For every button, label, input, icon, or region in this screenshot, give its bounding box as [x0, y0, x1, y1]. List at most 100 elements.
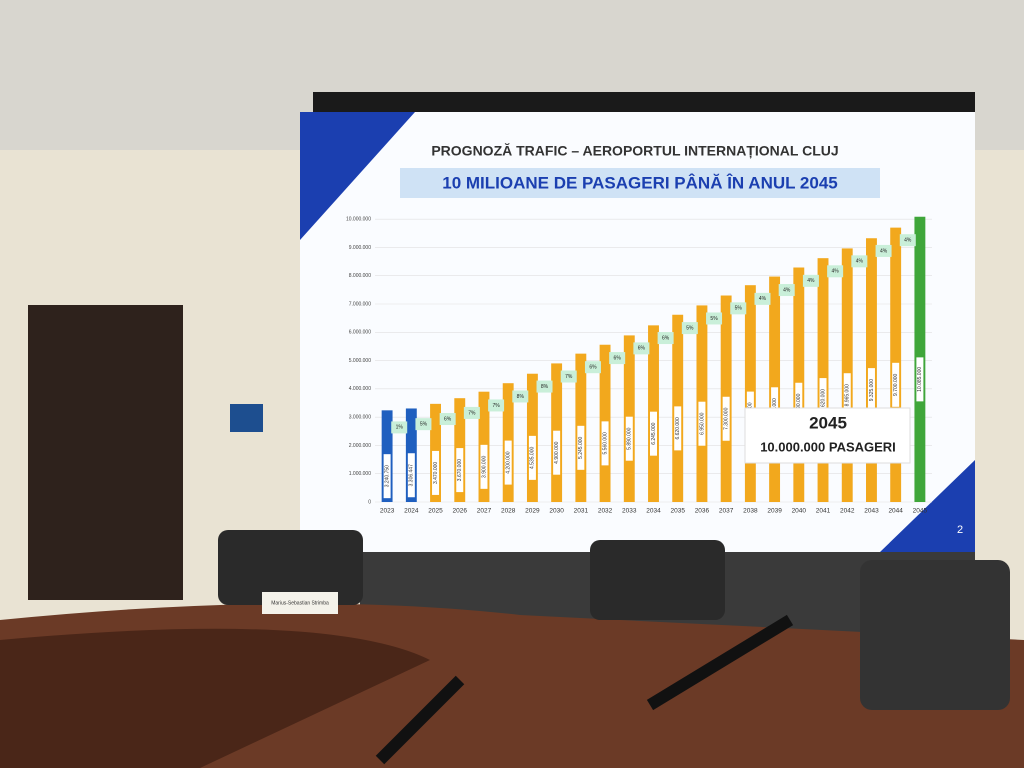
- nameplate: [262, 592, 338, 614]
- growth-label-box: [439, 413, 456, 426]
- y-tick-label: 0: [368, 499, 371, 505]
- growth-label-box: [730, 302, 747, 315]
- x-tick-label: 2026: [453, 508, 468, 515]
- x-tick-label: 2040: [792, 508, 807, 515]
- value-label-box: [674, 406, 682, 451]
- slide-corner: [880, 460, 975, 552]
- value-label-box: [843, 373, 851, 418]
- value-label: 4.200.000: [506, 451, 512, 473]
- plot: 0 1.000.000 2.000.000 3.000.000 4.000.000 5.0…: [346, 216, 932, 515]
- y-tick-label: 7.000.000: [349, 301, 371, 307]
- growth-label: 7%: [468, 410, 476, 416]
- value-label-box: [819, 378, 827, 423]
- x-tick-label: 2028: [501, 508, 516, 515]
- value-label-box: [916, 357, 924, 402]
- growth-label: 4%: [904, 238, 912, 244]
- growth-label: 4%: [856, 259, 864, 265]
- growth-label: 4%: [783, 287, 791, 293]
- value-label-box: [407, 453, 415, 498]
- value-label-box: [432, 450, 440, 495]
- chair: [860, 560, 1010, 710]
- growth-label: 4%: [832, 269, 840, 275]
- value-label-box: [480, 444, 488, 489]
- growth-label: 5%: [735, 306, 743, 312]
- growth-label-box: [609, 352, 626, 365]
- subtitle-band: [400, 168, 880, 198]
- value-label: 8.620.000: [820, 389, 826, 411]
- x-tick-label: 2029: [525, 508, 540, 515]
- y-tick-label: 5.000.000: [349, 358, 371, 364]
- value-label: 3.306.447: [409, 464, 415, 486]
- value-label: 6.950.000: [699, 412, 705, 434]
- x-tick-label: 2032: [598, 508, 613, 515]
- callout-year: 2045: [809, 413, 847, 432]
- chart-title: PROGNOZĂ TRAFIC – AEROPORTUL INTERNAȚION…: [431, 143, 838, 159]
- value-label: 6.620.000: [675, 417, 681, 439]
- growth-label: 6%: [614, 355, 622, 361]
- x-tick-label: 2045: [913, 508, 928, 515]
- x-tick-label: 2039: [767, 508, 782, 515]
- value-label-box: [553, 430, 561, 475]
- growth-label-box: [657, 332, 674, 345]
- value-label: 3.900.000: [481, 456, 487, 478]
- y-tick-label: 8.000.000: [349, 273, 371, 279]
- x-tick-label: 2023: [380, 508, 395, 515]
- growth-label-box: [488, 399, 505, 412]
- growth-label: 6%: [589, 365, 597, 371]
- growth-label-box: [391, 421, 408, 434]
- growth-label: 7%: [492, 403, 500, 409]
- value-label: 5.560.000: [602, 432, 608, 454]
- x-tick-label: 2036: [695, 508, 710, 515]
- growth-label-box: [560, 370, 577, 383]
- value-label-box: [528, 435, 536, 480]
- value-label: 7.300.000: [723, 407, 729, 429]
- x-tick-label: 2043: [864, 508, 879, 515]
- value-label-box: [698, 401, 706, 446]
- value-label: 3.670.000: [457, 459, 463, 481]
- growth-label: 1%: [396, 425, 404, 431]
- value-label: 9.325.000: [869, 379, 875, 401]
- value-label: 5.890.000: [627, 427, 633, 449]
- growth-label-box: [681, 322, 698, 335]
- callout-text: 10.000.000 PASAGERI: [760, 439, 896, 454]
- growth-label-box: [633, 342, 650, 355]
- x-tick-label: 2041: [816, 508, 831, 515]
- value-label: 3.470.000: [433, 462, 439, 484]
- x-tick-label: 2035: [670, 508, 685, 515]
- x-tick-label: 2044: [888, 508, 903, 515]
- x-tick-label: 2033: [622, 508, 637, 515]
- value-label-box: [456, 448, 464, 493]
- growth-label-box: [827, 265, 844, 278]
- value-label-box: [722, 396, 730, 441]
- growth-label-box: [512, 390, 529, 403]
- growth-label-box: [536, 380, 553, 393]
- growth-label: 6%: [638, 346, 646, 352]
- growth-label-box: [754, 292, 771, 305]
- growth-label-box: [851, 255, 868, 268]
- value-label: 4.535.000: [530, 447, 536, 469]
- growth-label-box: [875, 244, 892, 257]
- y-tick-label: 2.000.000: [349, 443, 371, 449]
- page-number: 2: [957, 524, 963, 536]
- x-tick-label: 2025: [428, 508, 443, 515]
- growth-label: 5%: [710, 316, 718, 322]
- growth-label: 4%: [880, 248, 888, 254]
- growth-label-box: [802, 274, 819, 287]
- growth-label-box: [778, 284, 795, 297]
- value-label: 10.085.000: [917, 367, 923, 392]
- growth-label: 8%: [541, 384, 549, 390]
- value-label: 3.240.750: [384, 465, 390, 487]
- microphone: [646, 614, 794, 711]
- value-label: 8.965.000: [845, 384, 851, 406]
- value-label: 8.290.000: [796, 393, 802, 415]
- growth-label: 6%: [662, 335, 670, 341]
- value-label: 6.245.000: [651, 422, 657, 444]
- growth-label: 7%: [565, 374, 573, 380]
- x-tick-label: 2042: [840, 508, 855, 515]
- growth-label: 4%: [759, 296, 767, 302]
- x-tick-label: 2027: [477, 508, 492, 515]
- x-tick-label: 2031: [574, 508, 589, 515]
- value-label-box: [504, 440, 512, 485]
- value-label: 5.245.000: [578, 436, 584, 458]
- table-edge: [0, 628, 430, 768]
